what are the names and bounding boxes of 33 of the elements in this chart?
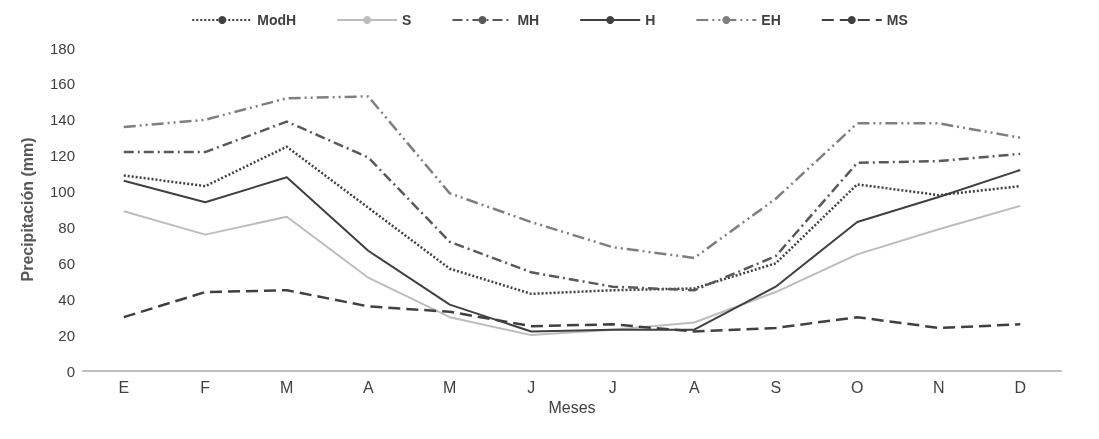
y-tick-label: 20 bbox=[58, 326, 75, 344]
legend-label: ModH bbox=[257, 12, 297, 28]
line-series bbox=[122, 204, 1022, 337]
legend-label: EH bbox=[761, 12, 781, 28]
y-tick-label: 80 bbox=[58, 218, 75, 236]
x-tick-label: A bbox=[362, 378, 374, 396]
line-series bbox=[122, 120, 1022, 292]
legend-label: S bbox=[402, 12, 412, 28]
x-tick-label: O bbox=[851, 378, 864, 396]
x-tick-label: D bbox=[1014, 378, 1027, 396]
x-tick-label: M bbox=[280, 378, 294, 396]
x-tick-label: N bbox=[932, 378, 945, 396]
x-tick-label: J bbox=[608, 378, 617, 396]
x-tick-label: J bbox=[527, 378, 536, 396]
y-tick-label: 0 bbox=[66, 362, 75, 380]
x-tick-label: A bbox=[688, 378, 700, 396]
y-tick-label: 100 bbox=[49, 183, 75, 201]
legend-label: MH bbox=[517, 12, 540, 28]
y-tick-label: 180 bbox=[49, 39, 75, 57]
y-tick-label: 120 bbox=[49, 147, 75, 165]
x-tick-label: E bbox=[118, 378, 130, 396]
x-tick-label: M bbox=[443, 378, 457, 396]
line-series bbox=[122, 95, 1022, 260]
y-tick-label: 40 bbox=[58, 290, 75, 308]
legend-label: H bbox=[645, 12, 656, 28]
y-tick-label: 60 bbox=[58, 254, 75, 272]
x-tick-label: F bbox=[200, 378, 211, 396]
x-tick-label: S bbox=[770, 378, 782, 396]
x-axis-title: Meses bbox=[548, 399, 596, 417]
legend-label: MS bbox=[886, 12, 908, 28]
y-tick-label: 140 bbox=[49, 111, 75, 129]
y-axis-title: Precipitación (mm) bbox=[18, 137, 36, 282]
y-tick-label: 160 bbox=[49, 75, 75, 93]
